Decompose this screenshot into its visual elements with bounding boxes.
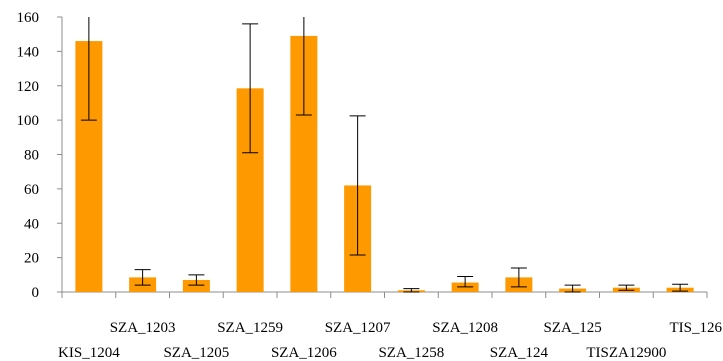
x-tick-label: SZA_1207 [325,320,391,336]
y-tick-label: 100 [17,113,40,129]
x-tick-label: SZA_124 [490,345,549,361]
bar [182,279,210,292]
error-bars [80,17,689,293]
y-tick-label: 20 [24,251,39,267]
y-tick-label: 160 [17,10,40,26]
x-tick-label: SZA_1203 [110,320,176,336]
x-tick-label: TISZA12900 [586,345,666,361]
x-tick-label: SZA_125 [543,320,601,336]
x-tick-label: SZA_1259 [217,320,283,336]
x-tick-label: TIS_126 [670,320,723,336]
x-tick-labels: KIS_1204 SZA_1203 SZA_1205 SZA_1259 SZA_1206… [58,320,722,361]
x-tick-label: SZA_1258 [378,345,444,361]
y-tick-label: 40 [24,216,39,232]
bar-series [75,35,694,292]
y-tick-label: 0 [32,285,40,301]
y-tick-label: 140 [17,44,40,60]
x-tick-label: SZA_1205 [163,345,229,361]
y-tick-label: 80 [24,148,39,164]
x-tick-label: SZA_1208 [432,320,498,336]
x-tick-label: KIS_1204 [58,345,120,361]
y-axis: 0 20 40 60 80 100 120 140 160 [17,10,63,301]
y-tick-label: 60 [24,182,39,198]
y-tick-label: 120 [17,79,40,95]
x-axis [61,291,708,298]
x-tick-label: SZA_1206 [271,345,337,361]
